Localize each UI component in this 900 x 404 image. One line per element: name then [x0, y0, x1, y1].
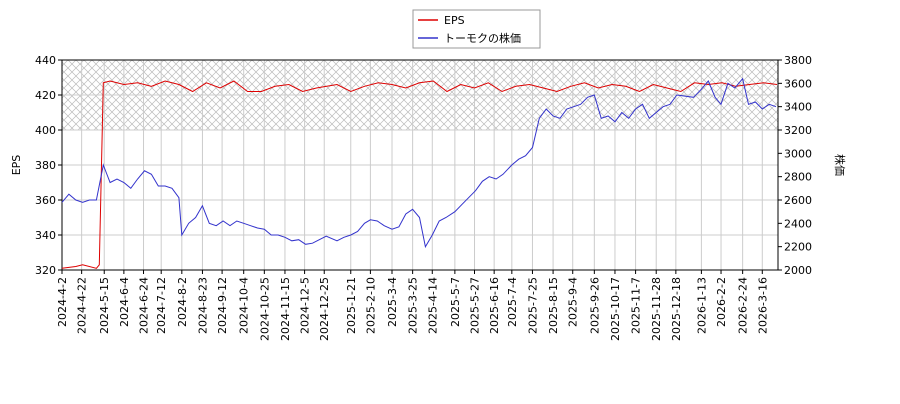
x-tick-label: 2025-5-27 — [469, 277, 482, 334]
x-tick-label: 2025-7-4 — [506, 277, 519, 327]
plot-frame — [61, 59, 779, 271]
x-tick-label: 2025-7-25 — [526, 277, 539, 334]
x-tick-label: 2025-10-17 — [609, 277, 622, 341]
x-tick-label: 2024-4-22 — [76, 277, 89, 334]
x-tick-label: 2024-12-5 — [299, 277, 312, 334]
x-tick-label: 2025-8-15 — [547, 277, 560, 334]
y-tick-label: 320 — [35, 264, 56, 277]
x-tick-label: 2025-4-14 — [426, 277, 439, 334]
y2-tick-label: 2800 — [784, 171, 812, 184]
x-tick-label: 2024-6-4 — [118, 277, 131, 327]
y-tick-label: 380 — [35, 159, 56, 172]
x-tick-label: 2024-4-2 — [56, 277, 69, 327]
x-tick-label: 2024-5-15 — [98, 277, 111, 334]
y2-tick-label: 3400 — [784, 101, 812, 114]
legend-label: トーモクの株価 — [444, 31, 521, 45]
x-tick-label: 2024-11-15 — [279, 277, 292, 341]
x-tick-label: 2026-3-16 — [756, 277, 769, 334]
x-tick-label: 2026-2-2 — [715, 277, 728, 327]
x-tick-label: 2024-10-4 — [238, 277, 251, 334]
x-tick-label: 2025-3-4 — [386, 277, 399, 327]
x-tick-label: 2025-11-7 — [630, 277, 643, 334]
y2-tick-label: 3800 — [784, 54, 812, 67]
x-tick-label: 2025-5-7 — [449, 277, 462, 327]
y2-tick-label: 2000 — [784, 264, 812, 277]
x-tick-label: 2024-9-12 — [216, 277, 229, 334]
x-tick-label: 2025-11-28 — [650, 277, 663, 341]
y-tick-label: 360 — [35, 194, 56, 207]
x-tick-label: 2024-7-12 — [155, 277, 168, 334]
x-tick-label: 2024-12-25 — [318, 277, 331, 341]
x-tick-label: 2025-9-4 — [567, 277, 580, 327]
y2-tick-label: 2200 — [784, 241, 812, 254]
x-tick-label: 2025-9-26 — [588, 277, 601, 334]
x-tick-label: 2024-10-25 — [258, 277, 271, 341]
y-axis-label: EPS — [10, 155, 23, 176]
y-tick-label: 440 — [35, 54, 56, 67]
legend-label: EPS — [444, 14, 465, 27]
x-tick-label: 2024-6-24 — [138, 277, 151, 334]
x-tick-label: 2024-8-2 — [176, 277, 189, 327]
legend-box — [412, 9, 541, 49]
y2-tick-label: 2600 — [784, 194, 812, 207]
line-series — [61, 77, 777, 249]
x-tick-label: 2025-1-21 — [345, 277, 358, 334]
y2-tick-label: 3200 — [784, 124, 812, 137]
x-tick-label: 2025-3-25 — [407, 277, 420, 334]
y2-tick-label: 3000 — [784, 147, 812, 160]
x-tick-label: 2026-2-24 — [737, 277, 750, 334]
y-tick-label: 420 — [35, 89, 56, 102]
x-tick-label: 2025-12-18 — [670, 277, 683, 341]
y2-tick-label: 3600 — [784, 77, 812, 90]
line-series — [61, 80, 778, 269]
y-tick-label: 400 — [35, 124, 56, 137]
y2-axis-label: 株価 — [833, 154, 847, 176]
x-tick-label: 2025-6-16 — [488, 277, 501, 334]
y-tick-label: 340 — [35, 229, 56, 242]
y2-tick-label: 2400 — [784, 217, 812, 230]
x-tick-label: 2024-8-23 — [196, 277, 209, 334]
x-tick-label: 2026-1-13 — [695, 277, 708, 334]
x-tick-label: 2025-2-10 — [364, 277, 377, 334]
